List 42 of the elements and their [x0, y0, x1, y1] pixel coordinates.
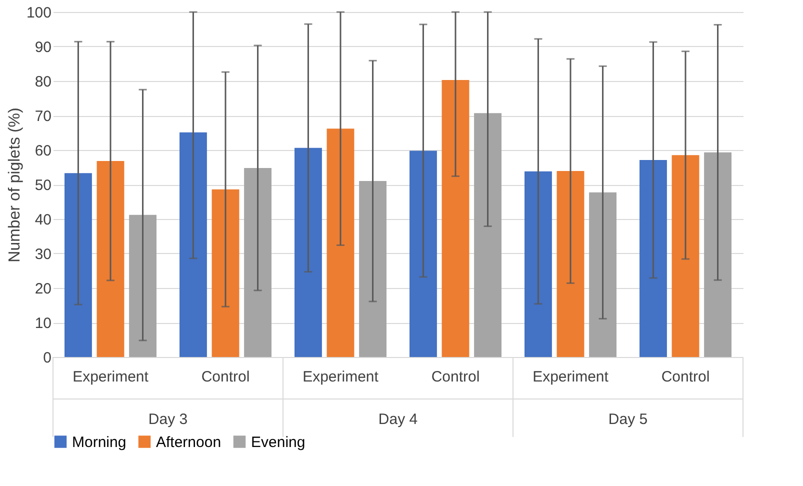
bar [180, 132, 207, 357]
y-tick-label: 80 [34, 74, 52, 90]
y-tick-label: 100 [26, 4, 52, 22]
y-tick-label: 20 [34, 280, 52, 298]
bar [640, 160, 667, 357]
bar [64, 173, 92, 357]
bar [129, 214, 156, 357]
y-tick-label: 10 [34, 315, 52, 332]
legend-label: Morning [72, 434, 126, 451]
bar [212, 189, 240, 357]
bar [672, 155, 700, 357]
x-tick-label: Experiment [532, 368, 610, 386]
text: Day 4 [378, 411, 418, 428]
y-tick-label: 70 [34, 108, 52, 125]
bar [556, 171, 584, 357]
y-axis-title: Number of piglets (%) [6, 108, 24, 262]
y-tick-label: 30 [34, 246, 52, 263]
bar [704, 152, 732, 357]
bar [524, 171, 552, 357]
x-tick-label: Control [201, 368, 250, 386]
bar [442, 80, 470, 357]
text: Day 3 [148, 411, 188, 428]
x-tick-label: Control [431, 368, 480, 386]
x-tick-label: Control [661, 368, 710, 386]
y-tick-label: 90 [34, 39, 52, 56]
bar [244, 168, 272, 357]
bar [294, 148, 322, 357]
bar [96, 161, 124, 357]
bar [326, 128, 354, 357]
legend-label: Evening [251, 434, 306, 451]
legend-label: Afternoon [156, 434, 222, 451]
bar [410, 150, 437, 357]
x-tick-label: Experiment [72, 368, 150, 386]
y-tick-label: 0 [43, 350, 52, 366]
bar [359, 181, 386, 357]
text: Day 5 [608, 411, 648, 428]
y-tick-label: 50 [34, 177, 52, 194]
bar [589, 192, 616, 357]
y-tick-label: 40 [34, 212, 52, 228]
x-tick-label: Experiment [302, 368, 380, 386]
bar [474, 113, 502, 357]
y-tick-label: 60 [34, 142, 52, 160]
